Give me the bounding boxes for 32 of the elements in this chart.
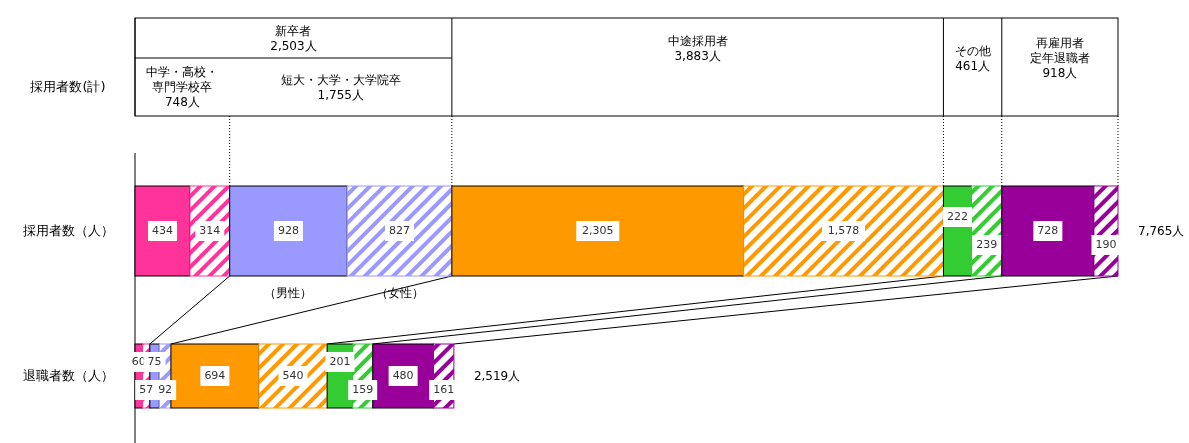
data-label: 314 — [199, 224, 221, 237]
data-label: 694 — [204, 369, 226, 382]
text: 新卒者 2,503人 — [270, 23, 317, 52]
data-label: 190 — [1095, 238, 1117, 251]
data-label: 159 — [352, 383, 374, 396]
text: 中学・高校・専門学校卒 748人 — [146, 64, 219, 109]
data-label: 222 — [946, 210, 968, 223]
data-label: 1,578 — [827, 224, 860, 237]
data-label: 480 — [392, 369, 414, 382]
text: その他 461人 — [954, 43, 991, 72]
data-label: 928 — [277, 224, 299, 237]
data-label: 57 — [139, 383, 154, 396]
data-label: 540 — [282, 369, 304, 382]
y-tick-label: 採用者数（人） — [22, 222, 114, 238]
text: 再雇用者定年退職者 918人 — [1029, 35, 1090, 80]
data-label: 201 — [329, 355, 351, 368]
data-label: 728 — [1037, 224, 1059, 237]
annotation: （女性） — [375, 285, 424, 300]
data-label: 75 — [147, 355, 162, 368]
text: 中途採用者 3,883人 — [667, 33, 728, 62]
data-label: 239 — [976, 238, 998, 251]
data-label: 2,305 — [582, 224, 614, 237]
text: 短大・大学・大学院卒 1,755人 — [280, 72, 401, 101]
data-label: 92 — [158, 383, 173, 396]
total-label: 7,765人 — [1138, 223, 1185, 238]
y-tick-label: 退職者数（人） — [22, 367, 114, 383]
data-label: 161 — [433, 383, 455, 396]
text: 採用者数(計) — [30, 78, 106, 94]
total-label: 2,519人 — [473, 368, 521, 383]
data-label: 827 — [389, 224, 411, 237]
annotation: （男性） — [264, 285, 313, 300]
data-label: 434 — [151, 224, 173, 237]
